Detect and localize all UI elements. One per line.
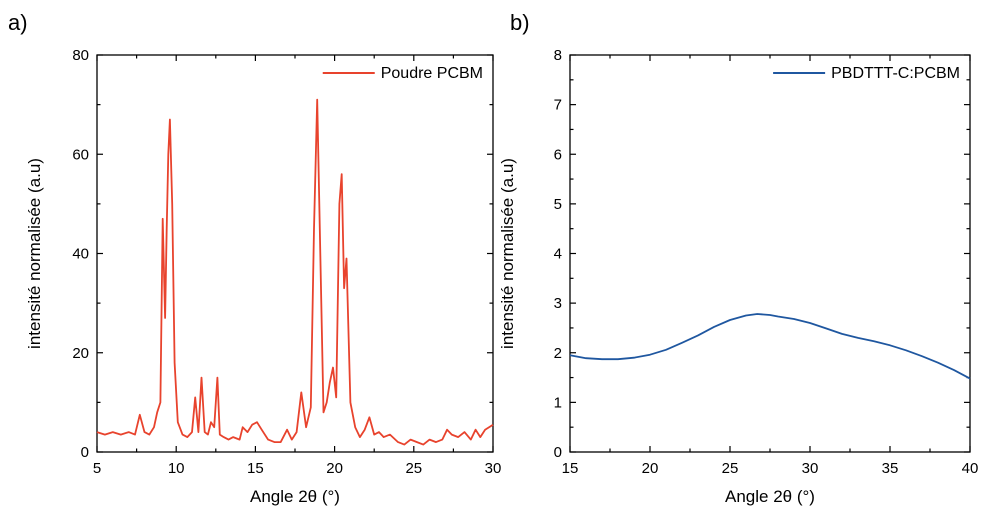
panel-label: a) <box>8 10 28 35</box>
series-line <box>96 98 494 446</box>
y-axis-label: intensité normalisée (a.u) <box>25 158 44 349</box>
x-axis-label: Angle 2θ (°) <box>725 487 815 506</box>
y-tick-label: 8 <box>554 47 562 64</box>
plot-frame <box>96 54 494 453</box>
y-tick-label: 5 <box>554 196 562 213</box>
x-tick-label: 10 <box>168 460 185 477</box>
panel-a: a) 5 10 15 20 25 30 0 20 40 60 80 Angle 2θ (°) intens… <box>8 10 501 506</box>
series-line <box>569 313 971 380</box>
x-tick-label: 30 <box>802 460 819 477</box>
y-tick-label: 4 <box>554 246 562 263</box>
y-tick-label: 0 <box>554 444 562 461</box>
panel-b: b) 15 20 25 30 35 40 0 1 2 3 4 5 6 7 8 Angle 2θ (°) inten… <box>498 10 978 506</box>
x-tick-label: 25 <box>405 460 422 477</box>
y-tick-label: 3 <box>554 295 562 312</box>
x-axis-label: Angle 2θ (°) <box>250 487 340 506</box>
y-tick-label: 1 <box>554 394 562 411</box>
y-tick-label: 7 <box>554 97 562 114</box>
y-tick-label: 60 <box>72 146 89 163</box>
x-tick-label: 25 <box>722 460 739 477</box>
legend-label: Poudre PCBM <box>381 65 483 82</box>
x-tick-label: 20 <box>642 460 659 477</box>
y-tick-label: 2 <box>554 345 562 362</box>
x-tick-label: 40 <box>962 460 979 477</box>
x-tick-label: 35 <box>882 460 899 477</box>
plot-frame <box>569 54 971 453</box>
x-tick-label: 20 <box>326 460 343 477</box>
y-axis-label: intensité normalisée (a.u) <box>498 158 517 349</box>
legend-label: PBDTTT-C:PCBM <box>831 65 960 82</box>
y-tick-label: 6 <box>554 146 562 163</box>
x-tick-label: 5 <box>93 460 101 477</box>
y-tick-label: 0 <box>81 444 89 461</box>
y-tick-label: 20 <box>72 345 89 362</box>
x-tick-label: 15 <box>247 460 264 477</box>
y-tick-label: 40 <box>72 246 89 263</box>
x-tick-label: 15 <box>562 460 579 477</box>
panel-label: b) <box>510 10 530 35</box>
x-tick-label: 30 <box>485 460 502 477</box>
y-tick-label: 80 <box>72 47 89 64</box>
